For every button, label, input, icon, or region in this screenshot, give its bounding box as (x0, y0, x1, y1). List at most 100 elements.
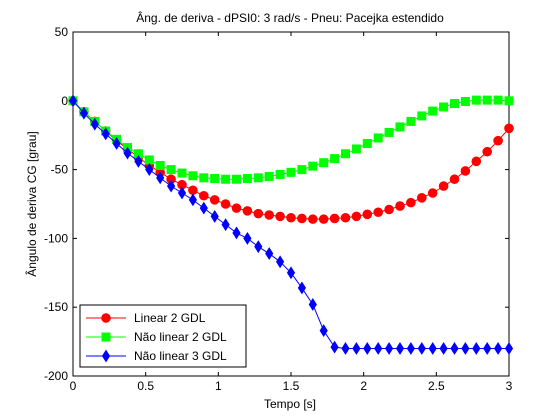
data-point (199, 173, 209, 183)
data-point (308, 298, 317, 311)
data-point (254, 240, 263, 254)
data-point (341, 342, 350, 355)
data-point (330, 340, 339, 354)
data-point (395, 342, 405, 355)
data-point (318, 214, 329, 224)
data-point (177, 168, 187, 178)
x-tick-label: 0.5 (137, 379, 154, 393)
data-point (493, 95, 503, 105)
data-point (166, 165, 176, 175)
series-3 (68, 94, 514, 355)
data-point (297, 165, 307, 175)
data-point (460, 166, 471, 176)
data-point (482, 95, 492, 105)
data-point (461, 342, 470, 355)
data-point (297, 281, 306, 295)
data-point (145, 163, 154, 177)
data-point (68, 94, 78, 108)
data-point (156, 171, 165, 185)
data-point (210, 209, 219, 223)
data-point (286, 266, 296, 280)
legend-entry: Não linear 3 GDL (86, 349, 227, 363)
data-point (450, 99, 459, 109)
data-point (362, 209, 373, 220)
data-point (341, 149, 350, 159)
series-group (68, 94, 514, 355)
data-point (199, 201, 208, 215)
x-tick-label: 0 (70, 379, 77, 393)
legend-label: Linear 2 GDL (134, 311, 206, 325)
data-point (167, 179, 176, 193)
data-point (340, 212, 351, 223)
data-point (308, 161, 318, 171)
x-tick-label: 2.5 (428, 379, 445, 393)
data-point (385, 342, 394, 355)
data-point (384, 127, 394, 137)
x-tick-label: 1 (215, 379, 222, 393)
data-point (417, 193, 427, 203)
data-point (199, 190, 209, 201)
data-point (221, 174, 231, 184)
data-point (144, 155, 154, 165)
data-point (471, 156, 482, 167)
data-point (253, 208, 264, 219)
legend-entry: Não linear 2 GDL (86, 330, 227, 344)
data-point (471, 95, 481, 105)
data-point (427, 188, 438, 198)
data-point (79, 106, 88, 120)
data-point (232, 226, 241, 240)
data-point (406, 116, 416, 126)
data-point (395, 122, 405, 132)
data-point (438, 181, 449, 191)
data-point (362, 138, 372, 148)
data-point (242, 174, 252, 184)
data-point (494, 342, 503, 355)
data-point (406, 342, 415, 355)
legend-marker (101, 349, 111, 363)
data-point (449, 174, 460, 185)
data-point (428, 342, 437, 355)
series-1 (68, 96, 514, 224)
data-point (242, 206, 253, 216)
data-point (210, 174, 220, 184)
data-point (504, 123, 514, 134)
data-point (101, 127, 110, 141)
data-point (155, 160, 165, 170)
data-point (460, 96, 470, 106)
y-tick-label: 50 (55, 25, 69, 39)
data-point (275, 211, 285, 222)
data-point (243, 231, 252, 245)
data-point (482, 146, 493, 157)
data-point (428, 106, 438, 116)
x-tick-label: 3 (506, 379, 513, 393)
data-point (209, 195, 220, 205)
data-point (363, 342, 372, 355)
data-point (352, 342, 361, 355)
legend-entry: Linear 2 GDL (86, 311, 206, 325)
data-point (373, 207, 384, 218)
data-point (483, 342, 492, 355)
legend: Linear 2 GDL Não linear 2 GDL Não linear 3… (79, 304, 247, 368)
data-point (374, 342, 383, 355)
data-point (493, 135, 503, 146)
data-point (264, 171, 274, 181)
y-tick-label: -50 (51, 163, 69, 177)
data-point (319, 158, 329, 168)
chart-title: Âng. de deriva - dPSI0: 3 rad/s - Pneu: … (136, 10, 444, 25)
data-point (90, 117, 99, 131)
data-point (439, 342, 448, 355)
y-tick-label: -100 (44, 231, 68, 245)
y-tick-label: -150 (44, 300, 68, 314)
data-point (232, 174, 241, 184)
data-point (330, 154, 340, 164)
data-point (112, 137, 121, 150)
y-tick-label: 0 (61, 94, 68, 108)
data-point (221, 218, 230, 232)
legend-marker (101, 313, 111, 323)
data-point (188, 185, 198, 196)
data-point (406, 197, 416, 208)
x-tick-label: 1.5 (283, 379, 300, 393)
data-point (384, 204, 394, 215)
data-point (286, 212, 296, 223)
